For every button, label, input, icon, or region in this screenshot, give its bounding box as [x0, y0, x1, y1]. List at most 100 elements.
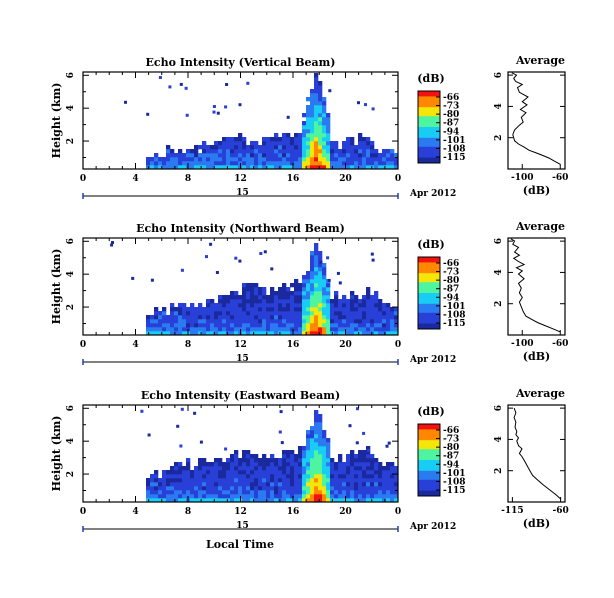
heatmap-cell [386, 307, 391, 312]
heatmap-cell [378, 490, 383, 495]
heatmap-cell [242, 315, 247, 320]
x-tick-label: 20 [339, 174, 352, 184]
heatmap-cell [294, 323, 299, 328]
heatmap-cell [198, 319, 203, 324]
colorbar-band [418, 152, 440, 155]
heatmap-cell [254, 454, 259, 459]
heatmap-cell [178, 478, 183, 483]
colorbar-band [418, 278, 440, 281]
heatmap-cell [350, 458, 355, 463]
heatmap-cell [214, 303, 219, 308]
heatmap-cell [270, 287, 275, 292]
heatmap-cell [302, 295, 307, 300]
heatmap-cell [258, 466, 263, 471]
heatmap-cell [322, 430, 327, 435]
heatmap-cell [394, 307, 399, 312]
heatmap-cell [242, 458, 247, 463]
heatmap-cell [282, 137, 287, 142]
heatmap-cell [274, 303, 279, 308]
local-time-label: Local Time [206, 538, 274, 551]
heatmap-cell [326, 466, 331, 471]
heatmap-cell [222, 141, 227, 146]
heatmap-cell [318, 462, 323, 467]
heatmap-cell [362, 482, 367, 487]
heatmap-cell [334, 307, 339, 312]
heatmap-cell [190, 498, 195, 503]
heatmap-cell [202, 307, 207, 312]
heatmap-cell [162, 474, 167, 479]
heatmap-cell [258, 474, 263, 479]
heatmap-cell [259, 252, 263, 255]
heatmap-cell [278, 470, 283, 475]
heatmap-cell [154, 482, 159, 487]
heatmap-cell [294, 462, 299, 467]
heatmap-cell [242, 307, 247, 312]
heatmap-cell [278, 466, 283, 471]
heatmap-cell [194, 157, 199, 162]
heatmap-cell [278, 430, 282, 434]
colorbar-band [418, 487, 440, 490]
heatmap-cell [146, 478, 151, 483]
heatmap-cell [314, 153, 319, 158]
heatmap-cell [250, 482, 255, 487]
heatmap-cell [206, 478, 211, 483]
heatmap-cell [222, 490, 227, 495]
heatmap-cell [230, 323, 235, 328]
x-tick-label: 12 [234, 507, 247, 517]
heatmap-cell [318, 109, 323, 114]
heatmap-cell [342, 474, 347, 479]
heatmap-cell [338, 458, 343, 463]
heatmap-cell [318, 263, 323, 268]
heatmap-cell [154, 331, 159, 336]
heatmap-cell [310, 121, 315, 126]
heatmap-cell [238, 141, 243, 146]
heatmap-cell [350, 474, 355, 479]
heatmap-cell [270, 307, 275, 312]
heatmap-cell [210, 466, 215, 471]
heatmap-cell [194, 478, 199, 483]
average-title: Average [515, 387, 565, 400]
heatmap-cell [230, 299, 235, 304]
heatmap-cell [246, 454, 251, 459]
heatmap-cell [282, 141, 287, 146]
heatmap-cell [326, 490, 331, 495]
heatmap-cell [362, 486, 367, 491]
heatmap-cell [162, 498, 167, 503]
heatmap-cell [222, 153, 227, 158]
heatmap-cell [306, 295, 311, 300]
heatmap-cell [342, 498, 347, 503]
heatmap-cell [326, 311, 331, 316]
heatmap-cell [294, 295, 299, 300]
heatmap-cell [254, 311, 259, 316]
heatmap-cell [274, 291, 279, 296]
heatmap-cell [194, 149, 199, 154]
heatmap-cell [270, 141, 275, 146]
heatmap-cell [318, 446, 323, 451]
heatmap-cell [278, 474, 283, 479]
heatmap-cell [350, 291, 355, 296]
colorbar-band [418, 123, 440, 126]
heatmap-cell [226, 474, 231, 479]
heatmap-cell [258, 145, 263, 150]
heatmap-cell [146, 327, 151, 332]
heatmap-cell [374, 482, 379, 487]
heatmap-cell [371, 107, 375, 111]
heatmap-cell [290, 494, 295, 499]
heatmap-cell [162, 478, 167, 483]
colorbar-band [418, 311, 440, 314]
average-frame [507, 404, 566, 503]
heatmap-cell [282, 458, 287, 463]
heatmap-cell [194, 327, 199, 332]
heatmap-cell [318, 165, 323, 170]
heatmap-cell [350, 327, 355, 332]
x-tick-label: 0 [395, 174, 401, 184]
heatmap-cell [342, 153, 347, 158]
heatmap-cell [306, 470, 311, 475]
heatmap-cell [346, 149, 351, 154]
heatmap-cell [318, 430, 323, 435]
heatmap-cell [194, 153, 199, 158]
heatmap-cell [158, 327, 163, 332]
heatmap-cell [111, 241, 114, 244]
heatmap-cell [202, 145, 207, 150]
heatmap-cell [294, 327, 299, 332]
